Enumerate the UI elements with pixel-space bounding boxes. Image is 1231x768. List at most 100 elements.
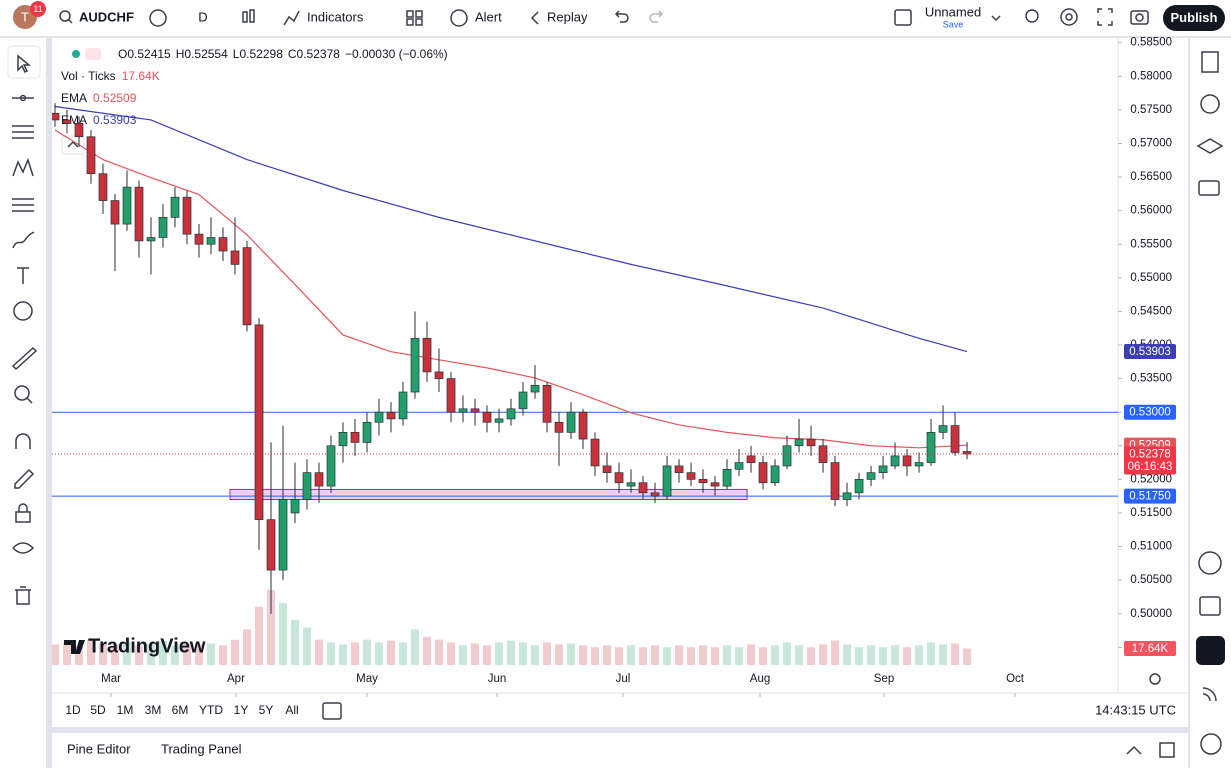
- replay-icon[interactable]: [530, 11, 539, 25]
- fullscreen-icon[interactable]: [1097, 8, 1113, 26]
- undo-icon[interactable]: [614, 10, 629, 23]
- redo-icon[interactable]: [649, 10, 664, 23]
- volume-bar: [615, 647, 624, 665]
- line-tool[interactable]: [12, 94, 34, 102]
- level-badge: [1124, 404, 1176, 420]
- alert[interactable]: Alert: [475, 9, 502, 24]
- volume-value: 17.64K: [122, 69, 160, 83]
- timeframe-button[interactable]: 5D: [90, 703, 106, 717]
- volume-bar: [207, 643, 216, 665]
- volume-bar: [867, 645, 876, 665]
- delete-tool[interactable]: [15, 586, 31, 605]
- candle-body: [242, 247, 252, 326]
- plot: [52, 103, 1118, 665]
- chart-panel: [52, 38, 1188, 727]
- compare-icon[interactable]: [149, 9, 167, 27]
- timeframe-button[interactable]: YTD: [199, 703, 223, 717]
- alert-icon[interactable]: [450, 9, 468, 27]
- interval[interactable]: D: [198, 9, 207, 24]
- candle-body: [902, 455, 912, 467]
- candle-body: [614, 472, 624, 484]
- legend-toggle[interactable]: [85, 48, 101, 60]
- y-tick-label: 0.58000: [1130, 70, 1172, 82]
- hotlist-icon[interactable]: [1198, 551, 1222, 575]
- text-tool[interactable]: [17, 267, 29, 284]
- candle-body: [194, 233, 204, 245]
- projection-tool[interactable]: [12, 198, 34, 212]
- volume-bar: [447, 642, 456, 665]
- layout-name[interactable]: Unnamed: [925, 4, 981, 19]
- legend-collapse[interactable]: [61, 135, 85, 155]
- timeframe-button[interactable]: 5Y: [259, 703, 274, 717]
- axis-settings-icon[interactable]: [1149, 673, 1161, 685]
- chevron[interactable]: [991, 15, 1001, 22]
- support-zone: [229, 488, 748, 501]
- y-tick-label: 0.50500: [1130, 574, 1172, 586]
- candle-body: [578, 411, 588, 440]
- chart-type-icon[interactable]: [242, 11, 248, 23]
- volume-bar: [771, 645, 780, 665]
- cursor-tool[interactable]: [17, 54, 32, 74]
- bottom-tab[interactable]: Pine Editor: [67, 741, 131, 756]
- layout-icon[interactable]: [406, 10, 414, 18]
- draw-mode-tool[interactable]: [14, 468, 35, 489]
- volume-bar: [291, 620, 300, 665]
- volume-bar: [387, 640, 396, 665]
- alerts-icon[interactable]: [1200, 94, 1220, 114]
- timeframe-button[interactable]: 3M: [145, 703, 162, 717]
- save[interactable]: Save: [943, 19, 964, 29]
- y-tick-label: 0.51000: [1130, 541, 1172, 553]
- volume-bar: [363, 639, 372, 665]
- calendar-icon[interactable]: [1199, 596, 1221, 616]
- layout-square[interactable]: [894, 9, 912, 26]
- x-tick-label: Jun: [488, 673, 507, 685]
- symbol[interactable]: AUDCHF: [79, 9, 134, 24]
- bottom-panel: [52, 733, 1188, 768]
- snapshot-icon[interactable]: [1130, 10, 1149, 25]
- indicators-icon[interactable]: [283, 10, 300, 26]
- timeframe-button[interactable]: 1Y: [234, 703, 249, 717]
- candle-body: [266, 519, 276, 571]
- search-icon[interactable]: [59, 10, 71, 22]
- x-tick-label: Apr: [227, 673, 245, 685]
- brush-tool[interactable]: [12, 231, 35, 249]
- ideas-icon[interactable]: [1202, 687, 1217, 702]
- timeframe-button[interactable]: All: [285, 703, 298, 717]
- x-tick-label: Jul: [616, 673, 631, 685]
- settings-icon[interactable]: [1060, 8, 1078, 26]
- date-range-icon[interactable]: [322, 702, 342, 720]
- volume-bar: [927, 642, 936, 665]
- settings-icon: [1065, 13, 1073, 21]
- candle-body: [110, 200, 120, 225]
- watchlist-icon[interactable]: [1201, 51, 1219, 73]
- lock-tool[interactable]: [15, 511, 31, 523]
- publish-button[interactable]: [1163, 5, 1225, 31]
- quick-search-icon[interactable]: [1025, 9, 1039, 23]
- zoom-tool[interactable]: [14, 385, 30, 401]
- timeframe-button[interactable]: 6M: [172, 703, 189, 717]
- indicators[interactable]: Indicators: [307, 9, 364, 24]
- fib-tool[interactable]: [12, 125, 34, 139]
- products-icon[interactable]: [1196, 636, 1225, 665]
- maximize-icon[interactable]: [1159, 742, 1175, 758]
- candle-body: [446, 378, 456, 413]
- ruler-tool[interactable]: [11, 346, 38, 371]
- pattern-tool[interactable]: [12, 157, 34, 177]
- bottom-tab[interactable]: Trading Panel: [161, 741, 242, 756]
- data-window-icon[interactable]: [1196, 138, 1224, 154]
- magnet-tool[interactable]: [15, 433, 31, 449]
- volume-bar: [411, 629, 420, 665]
- timeframe-button[interactable]: 1M: [117, 703, 134, 717]
- replay[interactable]: Replay: [547, 9, 588, 24]
- candle-body: [566, 411, 576, 433]
- candle-body: [158, 217, 168, 238]
- help-icon[interactable]: [1200, 733, 1222, 755]
- candle-body: [434, 371, 444, 379]
- visibility-tool[interactable]: [12, 542, 35, 554]
- candle-body: [950, 425, 960, 453]
- collapse-icon[interactable]: [1126, 745, 1142, 755]
- chat-icon[interactable]: [1198, 180, 1220, 196]
- emoji-tool[interactable]: [13, 301, 33, 321]
- timeframe-button[interactable]: 1D: [65, 703, 81, 717]
